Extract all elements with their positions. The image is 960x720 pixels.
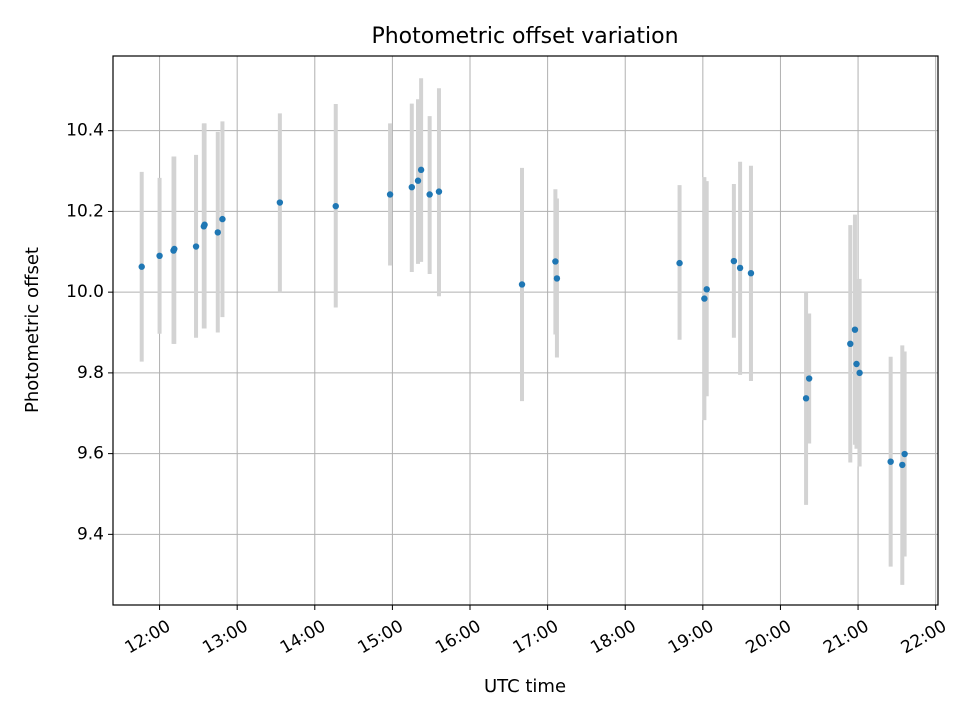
data-point: [552, 258, 559, 265]
data-point: [802, 395, 810, 402]
data-point: [156, 252, 163, 260]
y-tick-label: 9.6: [77, 444, 104, 464]
data-point: [676, 259, 683, 267]
data-point: [417, 166, 425, 174]
data-point: [851, 326, 859, 333]
x-axis-label: UTC time: [484, 676, 566, 697]
data-point: [856, 369, 863, 377]
data-point: [414, 177, 422, 184]
data-point: [192, 243, 200, 250]
data-point: [847, 340, 854, 348]
data-point: [899, 461, 906, 469]
data-point: [276, 199, 284, 206]
data-point: [408, 183, 416, 191]
data-point: [426, 191, 433, 198]
data-point: [201, 221, 208, 228]
y-tick-label: 10.0: [66, 282, 104, 302]
chart-title: Photometric offset variation: [371, 24, 678, 49]
data-point: [386, 191, 394, 198]
data-point: [701, 295, 708, 302]
data-points: [138, 166, 908, 469]
data-point: [553, 275, 561, 282]
y-tick-label: 9.4: [77, 524, 104, 544]
data-point: [138, 263, 145, 270]
y-tick-label: 9.8: [77, 363, 104, 383]
y-axis-ticks: 9.4 9.6 9.8 10.0 10.2 10.4: [66, 121, 113, 544]
data-point: [747, 269, 755, 277]
plot-background: [113, 56, 938, 605]
data-point: [171, 245, 178, 253]
data-point: [219, 215, 226, 223]
data-point: [736, 264, 744, 272]
plot-frame: [112, 55, 939, 606]
data-point: [805, 375, 813, 382]
y-tick-label: 10.4: [66, 121, 104, 141]
data-point: [703, 286, 710, 293]
data-point: [332, 202, 339, 210]
data-point: [853, 360, 860, 368]
data-point: [730, 257, 738, 265]
y-tick-label: 10.2: [66, 201, 104, 221]
data-point: [887, 458, 894, 465]
data-point: [901, 450, 908, 458]
data-point: [214, 229, 221, 236]
data-point: [518, 281, 526, 288]
y-axis-label: Photometric offset: [22, 247, 43, 413]
data-point: [435, 188, 443, 195]
